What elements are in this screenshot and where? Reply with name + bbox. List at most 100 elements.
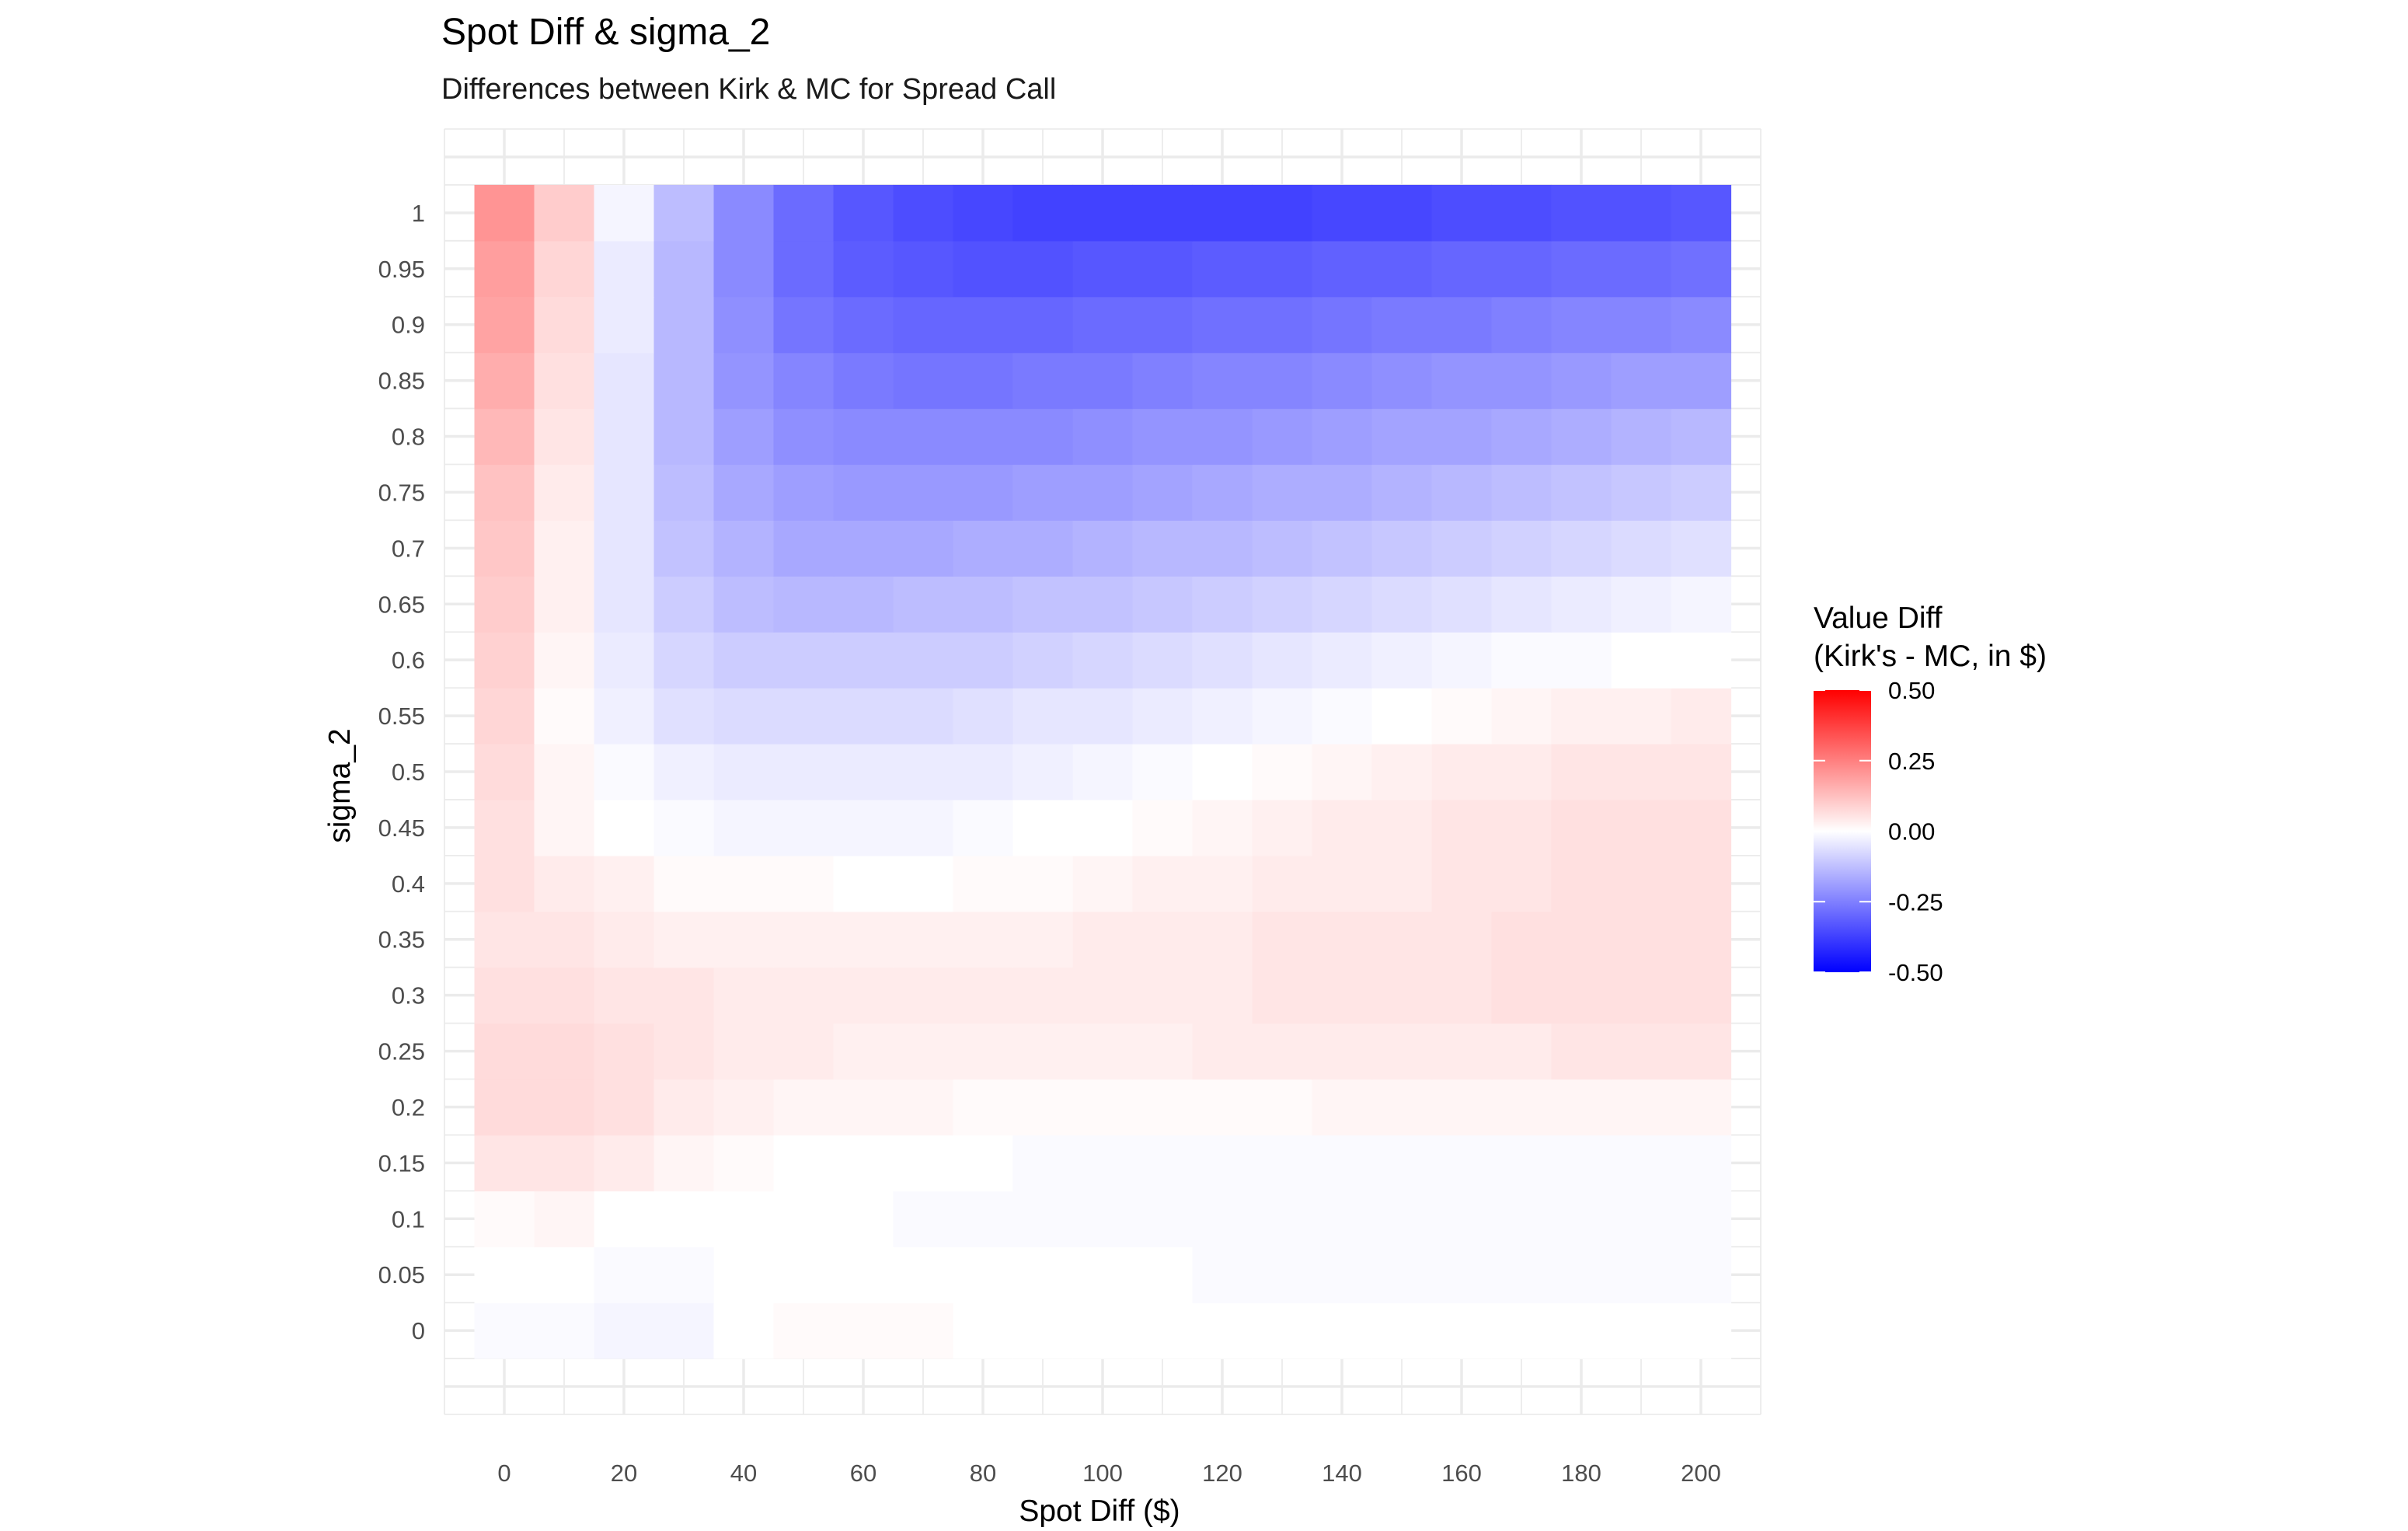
heatmap-tile <box>1371 1079 1433 1136</box>
heatmap-tile <box>833 632 894 689</box>
heatmap-tile <box>1431 408 1493 466</box>
heatmap-tile <box>1312 967 1373 1024</box>
y-tick-label: 0.3 <box>392 982 425 1010</box>
heatmap-tile <box>1491 744 1552 800</box>
y-axis-ticks: 0 0.05 0.1 0.15 0.2 0.25 0.3 0.35 0.4 0.45 0.5 0.55… <box>378 200 425 1344</box>
heatmap-tile <box>1371 184 1433 242</box>
heatmap-tile <box>1431 520 1493 577</box>
heatmap-tile <box>773 967 835 1024</box>
heatmap-tile <box>474 855 535 912</box>
heatmap-tile <box>1611 632 1672 689</box>
heatmap-tile <box>1491 855 1552 912</box>
heatmap-tile <box>1491 1303 1552 1359</box>
heatmap-tile <box>893 1303 954 1359</box>
heatmap-tile <box>1371 1247 1433 1303</box>
heatmap-tile <box>1252 1023 1313 1080</box>
heatmap-tile <box>1132 520 1194 577</box>
x-tick-label: 20 <box>611 1460 637 1487</box>
heatmap-tile <box>1072 576 1134 633</box>
heatmap-tile <box>1012 799 1074 856</box>
heatmap-tile <box>1671 688 1732 745</box>
heatmap-tile <box>474 1023 535 1080</box>
heatmap-tile <box>594 520 655 577</box>
legend-labels: 0.50 0.25 0.00 -0.25 -0.50 <box>1814 677 1943 986</box>
heatmap-tile <box>1491 1191 1552 1247</box>
heatmap-tile <box>1431 240 1493 298</box>
heatmap-tile <box>833 911 894 968</box>
heatmap-tile <box>1611 576 1672 633</box>
y-tick-label: 0.85 <box>378 368 425 395</box>
heatmap-tile <box>1192 576 1253 633</box>
heatmap-tile <box>893 576 954 633</box>
heatmap-tile <box>474 184 535 242</box>
heatmap-tile <box>1252 744 1313 800</box>
heatmap-tile <box>653 464 715 521</box>
y-tick-label: 0.45 <box>378 814 425 842</box>
heatmap-tile <box>893 352 954 410</box>
heatmap-tile <box>1072 1135 1134 1191</box>
heatmap-tile <box>773 1247 835 1303</box>
heatmap-tile <box>713 1023 775 1080</box>
heatmap-tile <box>1371 408 1433 466</box>
heatmap-tile <box>953 576 1014 633</box>
heatmap-tile <box>1192 1303 1253 1359</box>
heatmap-tile <box>534 1023 595 1080</box>
heatmap-tile <box>833 520 894 577</box>
heatmap-tile <box>713 632 775 689</box>
heatmap-tile <box>474 576 535 633</box>
heatmap-tile <box>773 520 835 577</box>
x-tick-label: 120 <box>1202 1460 1242 1487</box>
heatmap-tile <box>594 464 655 521</box>
heatmap-tile <box>1312 1023 1373 1080</box>
heatmap-tile <box>713 855 775 912</box>
heatmap-tile <box>773 799 835 856</box>
heatmap-tile <box>1491 1247 1552 1303</box>
heatmap-tile <box>1012 1023 1074 1080</box>
heatmap-tile <box>594 967 655 1024</box>
heatmap-tile <box>1072 184 1134 242</box>
heatmap-tile <box>653 799 715 856</box>
heatmap-tile <box>1192 464 1253 521</box>
heatmap-tile <box>893 520 954 577</box>
heatmap-tile <box>594 1303 655 1359</box>
heatmap-tile <box>474 408 535 466</box>
x-tick-label: 100 <box>1082 1460 1123 1487</box>
legend-label: 0.50 <box>1888 677 1935 704</box>
heatmap-tile <box>1611 1247 1672 1303</box>
heatmap-tile <box>953 1191 1014 1247</box>
heatmap-tile <box>1012 240 1074 298</box>
chart-title: Spot Diff & sigma_2 <box>441 12 770 53</box>
heatmap-tile <box>1491 1079 1552 1136</box>
y-tick-label: 0.05 <box>378 1261 425 1289</box>
heatmap-tile <box>594 1135 655 1191</box>
heatmap-tile <box>1012 1247 1074 1303</box>
heatmap-tile <box>1192 632 1253 689</box>
heatmap-tile <box>1252 464 1313 521</box>
heatmap-tile <box>1431 1023 1493 1080</box>
heatmap-tile <box>953 911 1014 968</box>
heatmap-tile <box>1491 1023 1552 1080</box>
y-tick-label: 0.95 <box>378 256 425 283</box>
heatmap-tile <box>1192 408 1253 466</box>
heatmap-tile <box>1431 1079 1493 1136</box>
heatmap-tile <box>1611 296 1672 354</box>
heatmap-tile <box>1551 855 1612 912</box>
heatmap-tile <box>1491 184 1552 242</box>
heatmap-tile <box>953 1303 1014 1359</box>
heatmap-tile <box>1132 1247 1194 1303</box>
y-tick-label: 0 <box>412 1317 425 1344</box>
heatmap-tile <box>1671 1135 1732 1191</box>
heatmap-tile <box>713 576 775 633</box>
heatmap-tile <box>953 408 1014 466</box>
plot-panel <box>444 128 1762 1415</box>
heatmap-tile <box>773 1303 835 1359</box>
heatmap-tile <box>1132 855 1194 912</box>
y-tick-label: 0.4 <box>392 870 425 898</box>
heatmap-tile <box>1671 576 1732 633</box>
heatmap-tile <box>1072 911 1134 968</box>
heatmap-tile <box>953 240 1014 298</box>
heatmap-tile <box>833 1023 894 1080</box>
heatmap-tile <box>1252 408 1313 466</box>
heatmap-tile <box>773 576 835 633</box>
heatmap-tile <box>1312 1135 1373 1191</box>
